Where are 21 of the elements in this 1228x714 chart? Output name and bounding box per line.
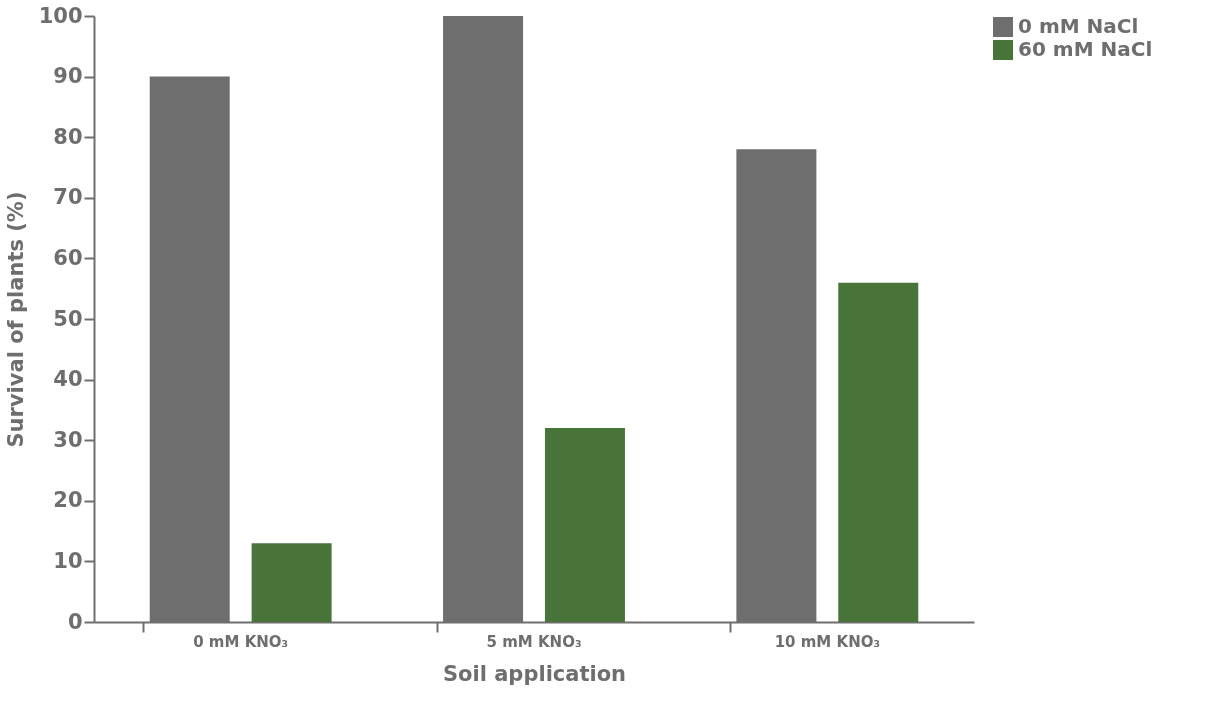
bar	[544, 428, 625, 622]
y-tick-label: 20	[53, 488, 83, 513]
y-tick-label: 50	[53, 306, 83, 331]
bar	[251, 543, 332, 622]
y-tick-label: 100	[38, 3, 83, 28]
y-tick-label: 60	[53, 245, 83, 270]
y-tick-label: 30	[53, 427, 83, 452]
legend-label: 60 mM NaCl	[1018, 37, 1153, 61]
y-tick-label: 0	[67, 609, 83, 634]
y-tick-label: 70	[53, 185, 83, 210]
y-tick-label: 90	[53, 64, 83, 89]
x-axis-title: Soil application	[442, 661, 627, 686]
bar	[838, 282, 919, 622]
y-tick-label: 10	[53, 548, 83, 573]
y-axis-title: Survival of plants (%)	[3, 191, 28, 448]
y-tick-label: 40	[53, 367, 83, 392]
x-tick-label: 0 mM KNO₃	[193, 632, 289, 651]
legend-label: 0 mM NaCl	[1018, 14, 1139, 38]
x-tick-label: 10 mM KNO₃	[774, 632, 881, 651]
x-tick-label: 5 mM KNO₃	[486, 632, 582, 651]
y-tick-label: 80	[53, 124, 83, 149]
